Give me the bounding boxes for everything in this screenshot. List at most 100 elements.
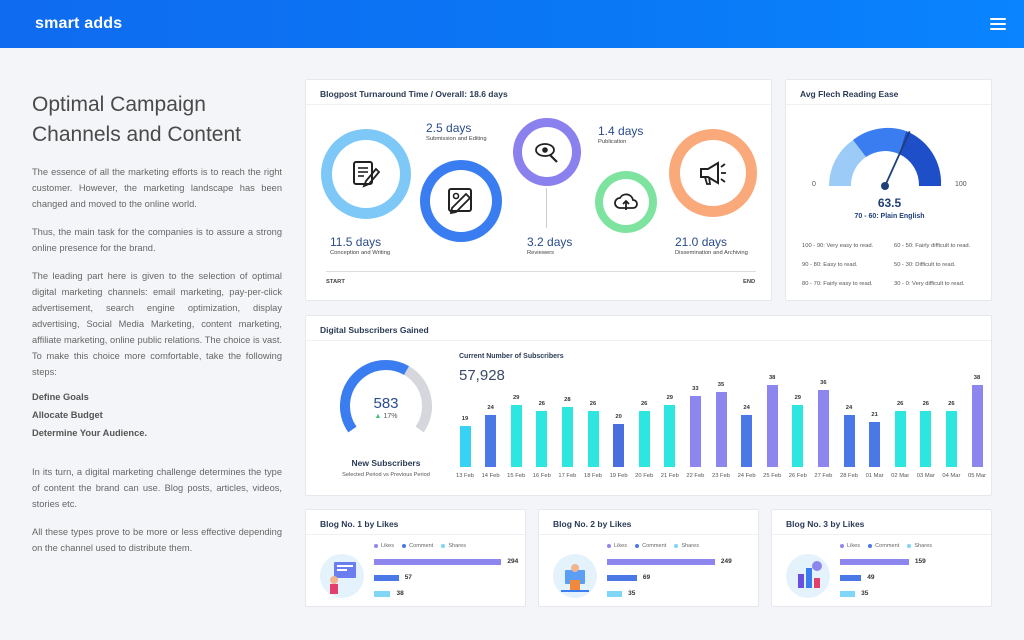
bar-26-feb[interactable] [792,404,804,467]
reading-score: 63.5 [877,196,902,210]
bar-04-mar[interactable] [945,411,957,467]
bar-value-label: 20 [615,414,622,420]
megaphone-icon [700,161,726,185]
bar-14-feb[interactable] [485,415,497,467]
gauge-needle [884,130,911,187]
bar-13-feb[interactable] [459,426,471,467]
new-subscribers-pct: 17% [383,413,398,420]
x-tick-label: 14 Feb [481,473,500,479]
bar-17-feb[interactable] [561,406,573,467]
bar-value-label: 24 [845,405,853,412]
paragraph-2: Thus, the main task for the companies is… [32,227,282,253]
x-tick-label: 04 Mar [942,473,961,479]
paragraph-1: The essence of all the marketing efforts… [32,167,282,209]
legend-item: 30 - 0: Very difficult to read. [894,281,965,287]
subscribers-title: Digital Subscribers Gained [320,325,429,335]
blog-likes-value: 294 [507,558,519,565]
bar-01-mar[interactable] [869,421,881,467]
blog-likes-value: 249 [720,558,732,565]
bar-15-feb[interactable] [510,404,522,467]
legend-shares: Shares [448,543,467,549]
legend-item: 100 - 90: Very easy to read. [802,243,874,249]
x-tick-label: 15 Feb [507,473,526,479]
legend-item: 60 - 50: Fairly difficult to read. [894,243,971,249]
bar-27-feb[interactable] [817,389,829,467]
bar-19-feb[interactable] [613,424,625,467]
bar-02-mar[interactable] [894,411,906,467]
x-tick-label: 17 Feb [558,473,577,479]
stage-1-value: 11.5 days [330,235,382,249]
eye-search-icon [535,143,558,163]
bar-25-feb[interactable] [766,385,778,467]
bar-28-feb[interactable] [843,415,855,467]
x-tick-label: 03 Mar [916,473,935,479]
blog-shares-value: 35 [628,590,636,597]
bar-03-mar[interactable] [920,411,932,467]
subscribers-total: 57,928 [459,367,505,384]
title-line-2: Channels and Content [32,123,241,146]
hamburger-menu-icon[interactable] [990,18,1006,30]
blog-legend: Likes Comment Shares [840,543,932,549]
x-tick-label: 28 Feb [839,473,859,479]
blog-card-title: Blog No. 3 by Likes [786,519,865,529]
stage-2-ring [420,160,502,242]
legend-shares: Shares [914,543,933,549]
step-item: Determine Your Audience. [32,428,148,438]
new-subscribers-label: New Subscribers [351,458,421,468]
stage-5-ring [669,129,757,217]
reading-gauge [829,127,942,190]
stage-5-label: Dissemination and Archiving [675,250,748,256]
bar-22-feb[interactable] [689,396,701,467]
stage-4-ring [595,171,657,233]
bar-23-feb[interactable] [715,391,727,467]
bar-05-mar[interactable] [971,385,983,467]
chart-title: Current Number of Subscribers [459,353,564,360]
subscribers-card: Digital Subscribers Gained 583 ▲ 17% New… [305,315,992,496]
x-tick-label: 25 Feb [763,473,782,479]
blog-shares-value: 38 [396,590,404,597]
blog-comments-value: 57 [404,574,412,581]
brand-logo[interactable]: smart adds [35,15,123,32]
legend-likes: Likes [614,543,628,549]
bar-value-label: 26 [640,401,648,408]
stage-4-value: 1.4 days [598,124,644,138]
bar-value-label: 21 [871,411,878,418]
new-subscribers-change: ▲ 17% [331,413,441,420]
stage-3-label: Reviewers [527,250,555,256]
blog-card-title: Blog No. 2 by Likes [553,519,632,529]
legend-comment: Comment [875,543,900,549]
blog-likes-value: 159 [914,558,926,565]
legend-shares: Shares [681,543,700,549]
turnaround-card: Blogpost Turnaround Time / Overall: 18.6… [305,79,772,301]
blog-likes-bar [840,559,909,565]
blog-card-2: Blog No. 2 by Likes Likes Comment Shares… [538,509,759,607]
bar-value-label: 26 [948,401,955,408]
reading-score-label: 70 - 60: Plain English [854,213,925,220]
x-tick-label: 24 Feb [737,473,756,479]
x-tick-label: 20 Feb [635,473,654,479]
bar-value-label: 38 [973,375,981,382]
title-line-1: Optimal Campaign [32,93,206,116]
document-pen-icon [353,161,381,188]
bar-20-feb[interactable] [638,411,650,467]
blog-illustration-icon [320,554,364,598]
bar-16-feb[interactable] [536,411,548,467]
timeline-start: START [326,279,345,285]
bar-value-label: 28 [564,396,571,403]
image-edit-icon [448,188,472,215]
legend-comment: Comment [642,543,667,549]
x-tick-label: 21 Feb [660,473,679,479]
gauge-min: 0 [812,181,816,188]
stage-2-value: 2.5 days [426,121,472,135]
x-tick-label: 18 Feb [583,473,603,479]
bar-value-label: 26 [589,401,597,408]
blog-comments-bar [840,575,862,581]
paragraph-4: In its turn, a digital marketing challen… [32,467,282,509]
x-tick-label: 23 Feb [711,473,731,479]
bar-24-feb[interactable] [741,415,753,467]
bar-value-label: 38 [768,375,776,382]
legend-likes: Likes [381,543,395,549]
bar-18-feb[interactable] [587,411,599,467]
blog-comments-bar [374,575,399,581]
bar-21-feb[interactable] [664,404,676,467]
